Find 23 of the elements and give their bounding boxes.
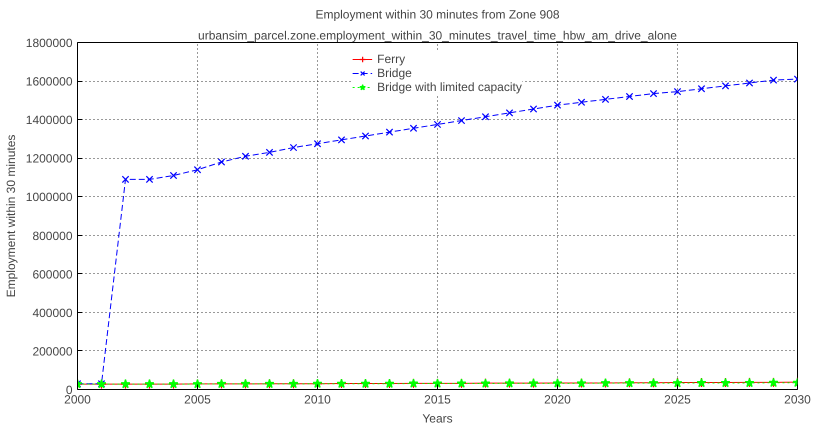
x-tick-label: 2000 [64, 392, 92, 406]
y-tick-label: 600000 [32, 267, 73, 282]
y-tick-label: 1600000 [26, 74, 73, 89]
x-tick-label: 2010 [304, 392, 332, 406]
y-tick-label: 1400000 [26, 113, 73, 128]
x-tick-label: 2005 [184, 392, 212, 406]
x-tick-label: 2030 [784, 392, 812, 406]
y-tick-label: 1000000 [26, 190, 73, 204]
legend-label: Bridge with limited capacity [377, 80, 522, 94]
x-tick-label: 2015 [424, 392, 452, 406]
y-axis-title: Employment within 30 minutes [4, 134, 18, 298]
x-tick-label: 2020 [544, 392, 572, 406]
y-tick-label: 800000 [32, 228, 73, 243]
chart-subtitle: urbansim_parcel.zone.employment_within_30_minutes_travel_time_hbw_am_drive_alone [198, 28, 678, 42]
chart-title: Employment within 30 minutes from Zone 908 [315, 8, 560, 22]
y-tick-label: 400000 [32, 306, 73, 320]
y-tick-label: 1200000 [26, 152, 73, 166]
y-tick-label: 200000 [32, 344, 73, 358]
x-tick-label: 2025 [664, 392, 692, 406]
y-tick-label: 1800000 [26, 36, 73, 50]
x-axis-title: Years [422, 412, 453, 426]
legend-label: Ferry [377, 52, 406, 66]
legend-label: Bridge [377, 66, 412, 80]
